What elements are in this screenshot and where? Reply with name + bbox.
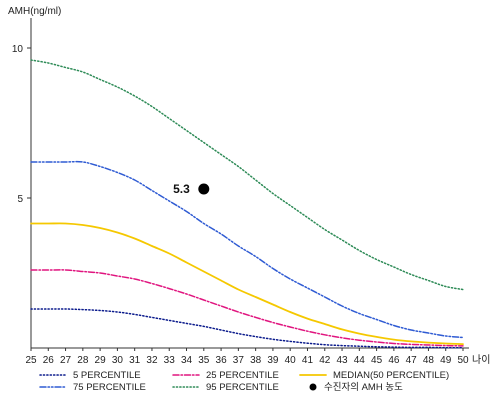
x-tick-label: 26 (43, 355, 55, 366)
legend-label-25-percentile: 25 PERCENTILE (206, 370, 279, 381)
point-layer: 5.3 (173, 182, 210, 196)
legend-label-95-percentile: 95 PERCENTILE (206, 382, 279, 393)
x-tick-label: 29 (95, 355, 107, 366)
patient-amh-value-label: 5.3 (173, 182, 190, 196)
x-tick-label: 40 (285, 355, 297, 366)
x-tick-label: 37 (233, 355, 245, 366)
legend-label-75-percentile: 75 PERCENTILE (73, 382, 146, 393)
x-tick-label: 28 (77, 355, 89, 366)
series-line-5-percentile (30, 308, 464, 349)
x-tick-label: 50 (457, 355, 469, 366)
legend-swatch-patient-amh (309, 383, 317, 391)
y-axis-title: AMH(ng/ml) (8, 6, 61, 17)
x-tick-label: 36 (216, 355, 228, 366)
legend-label-5-percentile: 5 PERCENTILE (73, 370, 141, 381)
x-tick-label: 34 (181, 355, 193, 366)
x-axis-title: 나이 (472, 354, 490, 366)
x-tick-label: 47 (406, 355, 418, 366)
series-line-95-percentile (30, 59, 464, 291)
patient-amh-point (198, 183, 210, 195)
x-tick-label: 41 (302, 355, 314, 366)
axes: AMH(ng/ml) 5 10 25 26 27 28 29 30 31 32 33 34 35 36 37 3… (8, 6, 490, 366)
legend-label-median-50-percentile: MEDIAN(50 PERCENTILE) (333, 370, 449, 381)
x-tick-label: 33 (164, 355, 176, 366)
x-tick-label: 31 (129, 355, 141, 366)
legend-label-patient-amh: 수진자의 AMH 농도 (324, 382, 403, 393)
series-line-median-50-percentile (30, 222, 464, 345)
x-tick-label: 30 (112, 355, 124, 366)
x-tick-label: 45 (371, 355, 383, 366)
x-tick-label: 49 (440, 355, 452, 366)
x-tick-label: 46 (388, 355, 400, 366)
x-tick-label: 27 (60, 355, 72, 366)
series-line-25-percentile (30, 269, 464, 347)
y-tick-label: 10 (12, 44, 24, 55)
x-tick-label: 39 (267, 355, 279, 366)
x-tick-label: 42 (319, 355, 331, 366)
x-tick-label: 32 (146, 355, 158, 366)
series-line-75-percentile (30, 160, 464, 339)
x-tick-label: 44 (354, 355, 366, 366)
x-tick-label: 38 (250, 355, 262, 366)
x-tick-label: 48 (423, 355, 435, 366)
x-tick-label: 25 (25, 355, 37, 366)
x-tick-label: 43 (336, 355, 348, 366)
x-tick-label: 35 (198, 355, 210, 366)
series-layer (30, 59, 464, 349)
y-tick-label: 5 (17, 194, 23, 205)
legend: 5 PERCENTILE 25 PERCENTILE MEDIAN(50 PERCE… (39, 370, 449, 393)
